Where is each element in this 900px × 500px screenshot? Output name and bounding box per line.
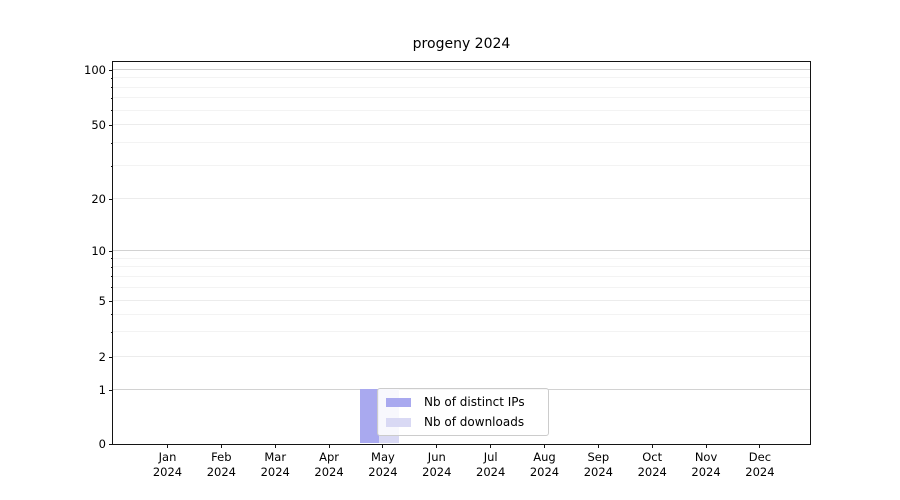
x-tick-label: Oct 2024 xyxy=(637,450,667,479)
x-tick-label: Nov 2024 xyxy=(691,450,721,479)
gridline-minor xyxy=(113,257,810,259)
gridline-minor xyxy=(113,313,810,315)
y-tick-label: 100 xyxy=(84,63,106,77)
gridline-minor xyxy=(113,142,810,144)
x-tick-label: Apr 2024 xyxy=(314,450,344,479)
y-tick xyxy=(108,389,113,391)
x-tick-label: Sep 2024 xyxy=(583,450,613,479)
x-tick xyxy=(759,444,761,448)
gridline-minor xyxy=(113,86,810,88)
gridline-major xyxy=(113,69,810,70)
x-tick xyxy=(220,444,222,448)
y-minor-tick xyxy=(110,287,113,289)
y-minor-tick xyxy=(110,266,113,268)
legend-swatch-distinct-ips xyxy=(386,397,411,407)
x-tick-label: Feb 2024 xyxy=(206,450,236,479)
legend-label-distinct-ips: Nb of distinct IPs xyxy=(424,395,525,409)
y-tick-label: 20 xyxy=(91,192,106,206)
gridline-major xyxy=(113,124,810,125)
y-minor-tick xyxy=(110,331,113,333)
x-tick xyxy=(597,444,599,448)
y-minor-tick xyxy=(110,258,113,260)
y-tick xyxy=(108,69,113,71)
y-tick-label: 2 xyxy=(98,350,106,364)
legend-swatch-downloads xyxy=(386,417,411,427)
gridline-major xyxy=(113,198,810,199)
x-tick xyxy=(543,444,545,448)
x-tick-label: May 2024 xyxy=(368,450,398,479)
x-tick-label: Mar 2024 xyxy=(260,450,290,479)
legend-item-distinct-ips: Nb of distinct IPs xyxy=(386,394,540,410)
y-tick-label: 10 xyxy=(91,244,106,258)
gridline-minor xyxy=(113,331,810,333)
bar-distinct-ips xyxy=(359,389,380,443)
gridline-minor xyxy=(113,286,810,288)
y-minor-tick xyxy=(110,276,113,278)
x-tick xyxy=(651,444,653,448)
gridline-minor xyxy=(113,109,810,111)
y-minor-tick xyxy=(110,142,113,144)
y-tick xyxy=(108,300,113,302)
chart-title: progeny 2024 xyxy=(412,36,511,52)
x-tick xyxy=(167,444,168,448)
x-tick xyxy=(382,444,384,448)
y-tick xyxy=(108,443,113,445)
x-tick xyxy=(328,444,330,448)
y-tick xyxy=(108,124,113,126)
y-minor-tick xyxy=(110,110,113,112)
y-tick-label: 1 xyxy=(98,383,106,397)
x-tick xyxy=(490,444,492,448)
gridline-minor xyxy=(113,77,810,79)
y-tick xyxy=(108,198,113,200)
x-tick xyxy=(274,444,276,448)
x-tick-label: Aug 2024 xyxy=(529,450,560,479)
y-minor-tick xyxy=(110,87,113,89)
legend-item-downloads: Nb of downloads xyxy=(386,414,540,430)
gridline-major xyxy=(113,300,810,301)
y-minor-tick xyxy=(110,97,113,99)
y-tick-label: 0 xyxy=(98,437,106,451)
x-tick-label: Jun 2024 xyxy=(422,450,452,479)
x-tick xyxy=(705,444,707,448)
y-tick xyxy=(108,356,113,358)
x-tick-label: Jan 2024 xyxy=(152,450,183,479)
y-tick-label: 50 xyxy=(91,118,106,132)
y-minor-tick xyxy=(110,77,113,79)
x-tick-label: Jul 2024 xyxy=(476,450,506,479)
gridline-major xyxy=(113,356,810,357)
legend-label-downloads: Nb of downloads xyxy=(424,415,525,429)
gridline-major xyxy=(113,250,810,251)
x-tick-label: Dec 2024 xyxy=(745,450,775,479)
gridline-minor xyxy=(113,97,810,99)
y-tick xyxy=(108,250,113,252)
legend: Nb of distinct IPs Nb of downloads xyxy=(377,388,549,436)
gridline-minor xyxy=(113,165,810,167)
gridline-minor xyxy=(113,275,810,277)
y-minor-tick xyxy=(110,165,113,167)
x-tick xyxy=(436,444,438,448)
y-minor-tick xyxy=(110,314,113,316)
y-tick-label: 5 xyxy=(98,294,106,308)
gridline-minor xyxy=(113,266,810,268)
